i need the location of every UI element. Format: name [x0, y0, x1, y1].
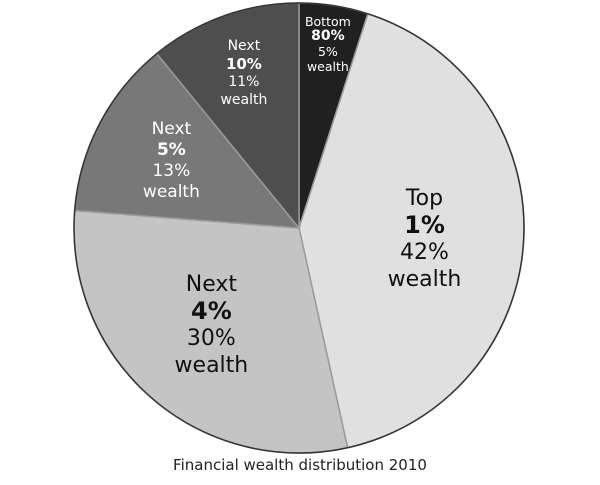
- pie-svg: [73, 2, 525, 454]
- pie-outline: [73, 2, 525, 454]
- chart-caption: Financial wealth distribution 2010: [173, 456, 427, 474]
